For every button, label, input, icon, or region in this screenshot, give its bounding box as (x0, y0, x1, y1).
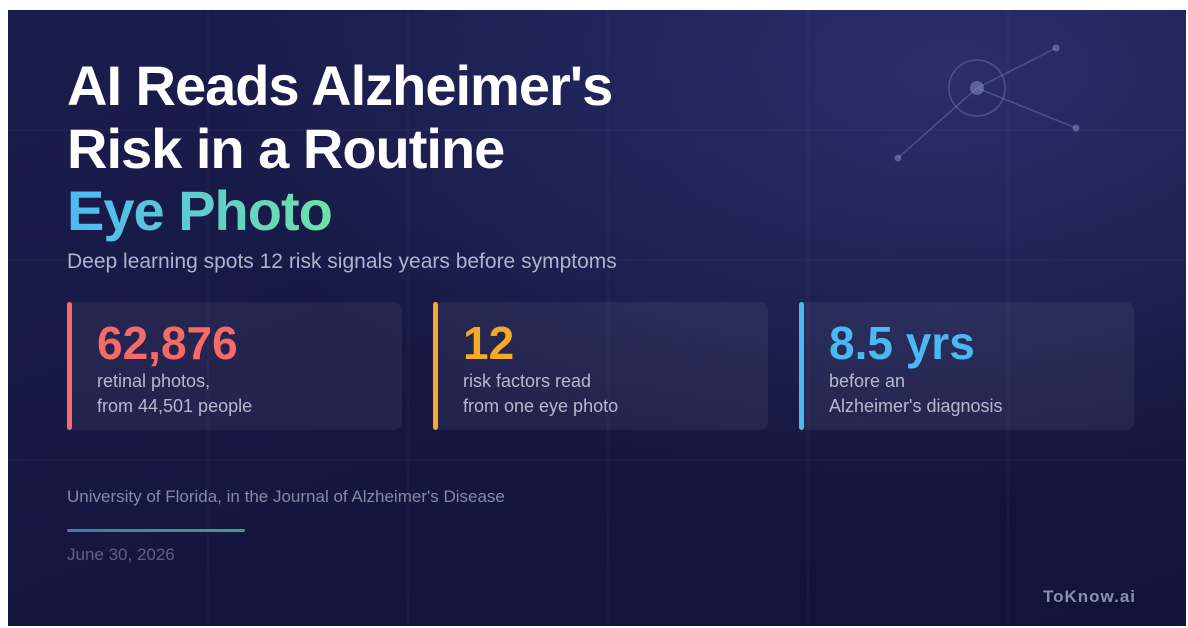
stat-description: before an (829, 371, 906, 391)
stat-card: 12 risk factors read from one eye photo (433, 302, 768, 430)
stat-accent (799, 302, 804, 430)
title-line: AI Reads Alzheimer's (67, 54, 613, 117)
stat-value: 8.5 yrs (829, 317, 975, 369)
stat-accent (67, 302, 72, 430)
background-decoration (8, 10, 1186, 626)
date: June 30, 2026 (67, 545, 175, 564)
stat-description: from 44,501 people (97, 396, 253, 416)
stat-accent (433, 302, 438, 430)
source: University of Florida, in the Journal of… (67, 487, 505, 506)
stat-card: 8.5 yrs before an Alzheimer's diagnosis (799, 302, 1134, 430)
stat-value: 62,876 (97, 317, 238, 369)
card: AI Reads Alzheimer's Risk in a Routine E… (8, 10, 1186, 626)
stat-description: retinal photos, (97, 371, 211, 391)
subtitle: Deep learning spots 12 risk signals year… (67, 250, 617, 273)
divider (67, 529, 245, 532)
title-highlight: Eye Photo (67, 179, 333, 242)
stat-description: from one eye photo (463, 396, 619, 416)
brand: ToKnow.ai (1042, 587, 1136, 606)
stat-card: 62,876 retinal photos, from 44,501 people (67, 302, 402, 430)
stat-description: Alzheimer's diagnosis (829, 396, 1003, 416)
title-line: Risk in a Routine (67, 117, 505, 180)
stat-value: 12 (463, 317, 515, 369)
stat-description: risk factors read (463, 371, 592, 391)
